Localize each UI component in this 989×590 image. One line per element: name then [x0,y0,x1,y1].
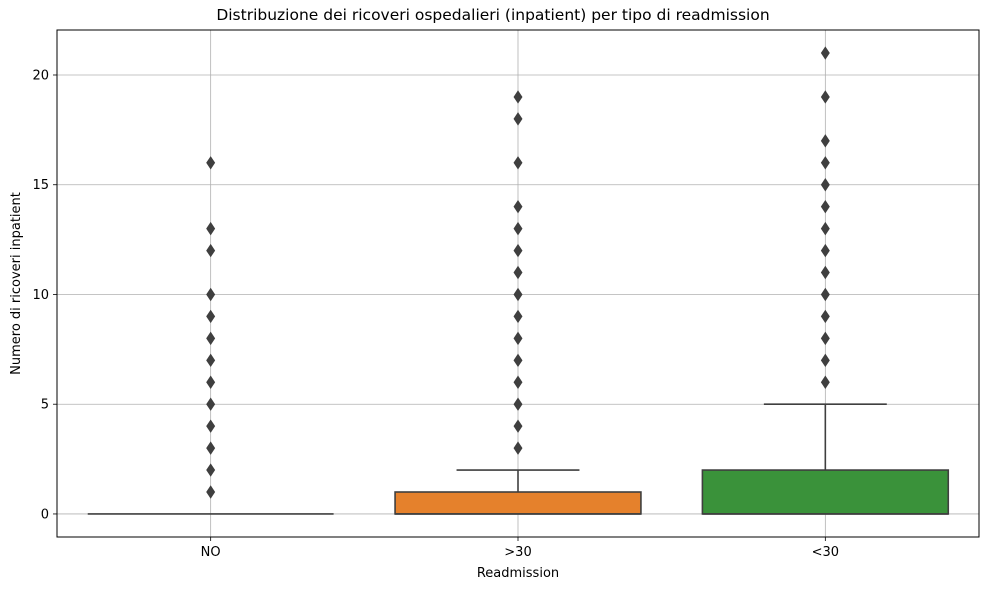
outlier-point [206,441,216,455]
outlier-point [513,265,523,280]
box-iqr [394,491,642,515]
outlier-point [206,419,216,433]
outlier-point [513,287,523,302]
outlier-point [206,375,216,389]
outlier-point [513,309,523,324]
y-tick-label: 0 [41,507,49,522]
outlier-point [513,199,523,214]
outlier-point [820,331,830,346]
outlier-point [206,221,216,236]
outlier-point [513,353,523,368]
outlier-point [513,221,523,236]
outlier-point [206,331,216,346]
x-tick-label: <30 [812,545,839,560]
outlier-point [820,221,830,236]
y-axis-title: Numero di ricoveri inpatient [9,192,24,375]
outlier-point [820,134,830,148]
outlier-point [513,331,523,346]
outlier-point [513,397,523,411]
outlier-point [820,243,830,258]
x-tick-label: >30 [504,545,531,560]
outlier-point [206,485,216,499]
outlier-point [206,309,216,324]
outlier-point [513,375,523,389]
y-tick-label: 20 [32,68,49,83]
boxes [87,46,950,515]
outlier-point [206,156,216,170]
outlier-point [206,287,216,302]
outlier-point [820,309,830,324]
outlier-point [820,287,830,302]
y-tick-label: 5 [41,398,49,413]
outlier-point [820,46,830,60]
outlier-point [513,419,523,433]
outlier-point [513,90,523,104]
y-tick-label: 15 [32,178,49,193]
grid-lines [57,30,979,537]
outlier-point [513,112,523,126]
box-group [87,156,334,515]
outlier-point [820,375,830,389]
outlier-point [820,353,830,368]
box-group [394,90,642,515]
y-tick-label: 10 [32,288,49,303]
outlier-point [513,156,523,170]
axis-ticks: 0 5 10 15 20 NO >30 <30 [32,68,839,560]
outlier-point [820,199,830,214]
box-group [701,46,950,515]
outlier-point [513,243,523,258]
outlier-point [820,265,830,280]
outlier-point [820,90,830,104]
x-axis-title: Readmission [477,566,559,581]
outlier-point [820,156,830,170]
outlier-point [820,178,830,192]
outlier-point [206,243,216,258]
outlier-point [206,353,216,368]
outlier-point [206,463,216,477]
outlier-point [513,441,523,455]
chart-title: Distribuzione dei ricoveri ospedalieri (… [216,6,769,24]
x-tick-label: NO [201,545,221,560]
outlier-point [206,397,216,411]
box-iqr [701,469,950,515]
